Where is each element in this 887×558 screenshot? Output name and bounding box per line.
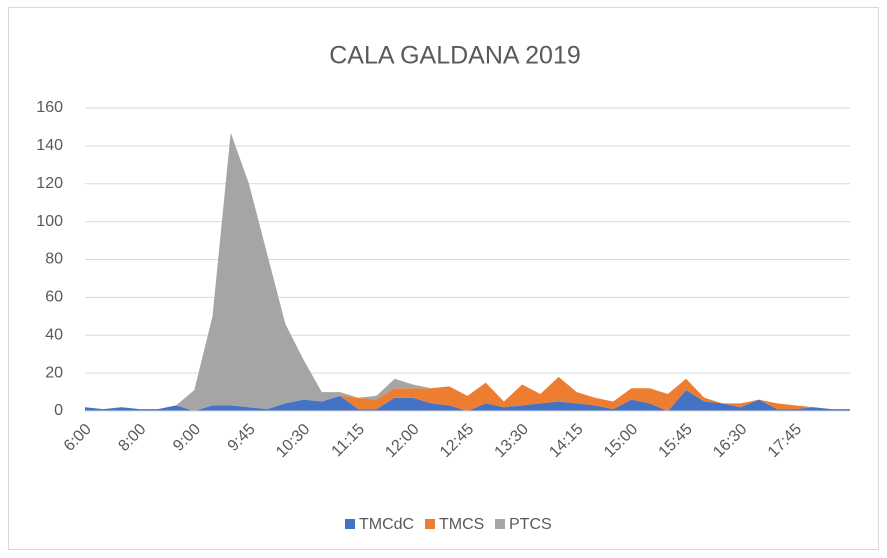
y-tick-label: 100 [36,213,63,230]
y-tick-label: 40 [45,326,63,343]
area [85,376,850,411]
y-tick-label: 20 [45,364,63,381]
area [85,390,850,411]
legend-swatch [425,519,435,529]
chart-title: CALA GALDANA 2019 [329,42,581,70]
y-tick-label: 60 [45,289,63,306]
y-tick-label: 140 [36,137,63,154]
chart-border [8,7,879,550]
y-tick-label: 120 [36,175,63,192]
legend-label: PTCS [509,516,552,533]
area [85,132,850,411]
legend-label: TMCS [439,516,484,533]
y-tick-label: 80 [45,251,63,268]
legend-label: TMCdC [359,516,414,533]
legend-swatch [495,519,505,529]
y-tick-label: 0 [54,402,63,419]
legend-swatch [345,519,355,529]
y-tick-label: 160 [36,99,63,116]
